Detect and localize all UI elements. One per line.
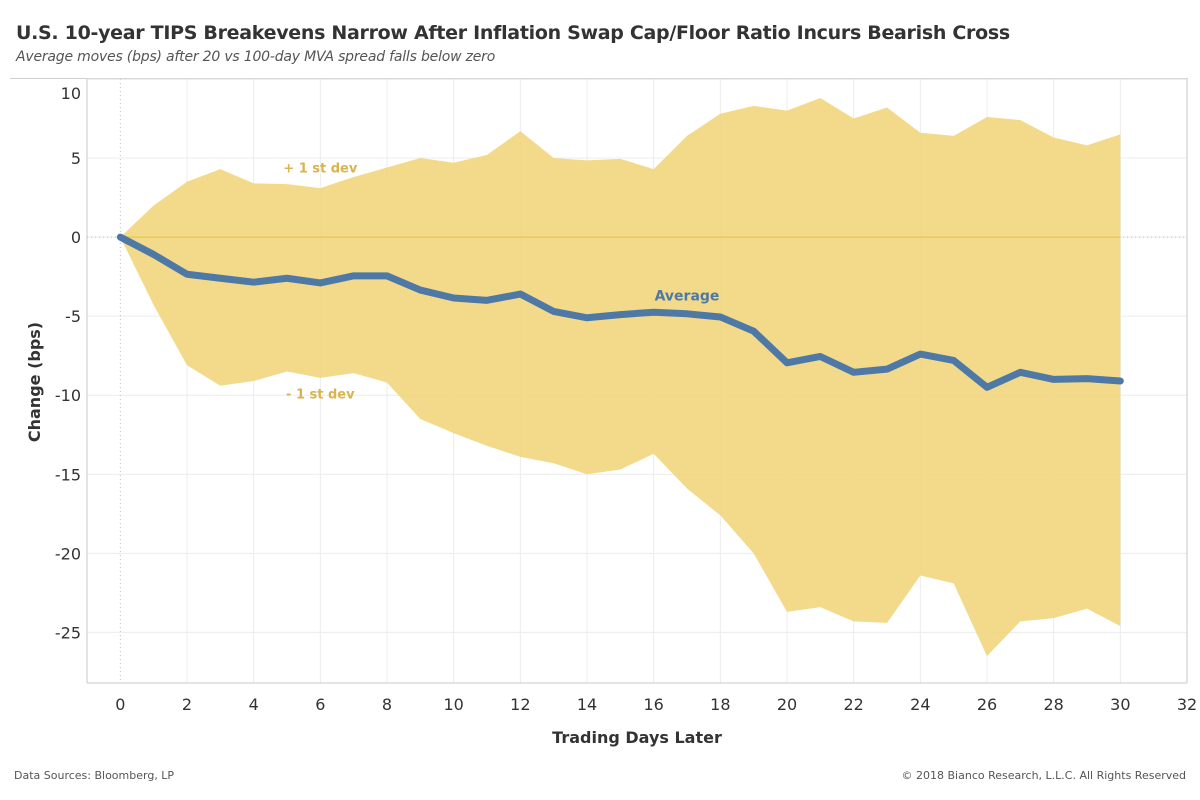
x-tick-label: 8 [382,695,392,714]
x-tick-label: 24 [910,695,930,714]
y-tick-label: -15 [55,465,81,484]
x-tick-label: 26 [977,695,997,714]
y-tick-label: -5 [65,307,81,326]
x-tick-label: 20 [777,695,797,714]
y-tick-label: -10 [55,386,81,405]
plot-frame [86,78,1188,684]
x-tick-label: 4 [249,695,259,714]
y-tick-label: 5 [71,149,81,168]
y-tick-label: 0 [71,228,81,247]
x-tick-label: 18 [710,695,730,714]
x-tick-label: 28 [1043,695,1063,714]
x-tick-label: 12 [510,695,530,714]
average-label: Average [655,289,720,305]
x-axis-ticks: 0 2 4 6 8 10 12 14 16 18 20 22 24 26 28 30 32 [115,695,1197,714]
x-tick-label: 16 [643,695,663,714]
x-tick-label: 14 [577,695,597,714]
chart-subtitle: Average moves (bps) after 20 vs 100-day … [16,49,496,65]
average-line-group [116,233,1124,391]
x-tick-label: 6 [315,695,325,714]
y-axis-ticks: 10 5 0 -5 -10 -15 -20 -25 [55,84,81,642]
x-tick-label: 32 [1177,695,1197,714]
y-tick-label: -20 [55,544,81,563]
x-tick-label: 2 [182,695,192,714]
lower-band-label: - 1 st dev [286,388,355,403]
y-tick-label: 10 [61,84,81,103]
copyright-note: © 2018 Bianco Research, L.L.C. All Right… [901,769,1186,782]
x-tick-label: 10 [443,695,463,714]
chart-title: U.S. 10-year TIPS Breakevens Narrow Afte… [16,22,1010,44]
x-tick-label: 0 [115,695,125,714]
data-source-note: Data Sources: Bloomberg, LP [14,769,175,782]
upper-band-label: + 1 st dev [283,162,358,177]
y-axis-title: Change (bps) [25,322,44,442]
x-tick-label: 30 [1110,695,1130,714]
x-tick-label: 22 [843,695,863,714]
x-axis-title: Trading Days Later [552,728,722,747]
annotations: + 1 st dev - 1 st dev Average [283,162,719,403]
y-tick-label: -25 [55,623,81,642]
